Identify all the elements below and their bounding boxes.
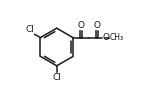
Text: O: O (77, 21, 84, 30)
Text: O: O (93, 21, 100, 30)
Text: CH₃: CH₃ (109, 33, 124, 42)
Text: Cl: Cl (52, 73, 61, 82)
Text: O: O (102, 33, 109, 42)
Text: Cl: Cl (25, 25, 34, 34)
